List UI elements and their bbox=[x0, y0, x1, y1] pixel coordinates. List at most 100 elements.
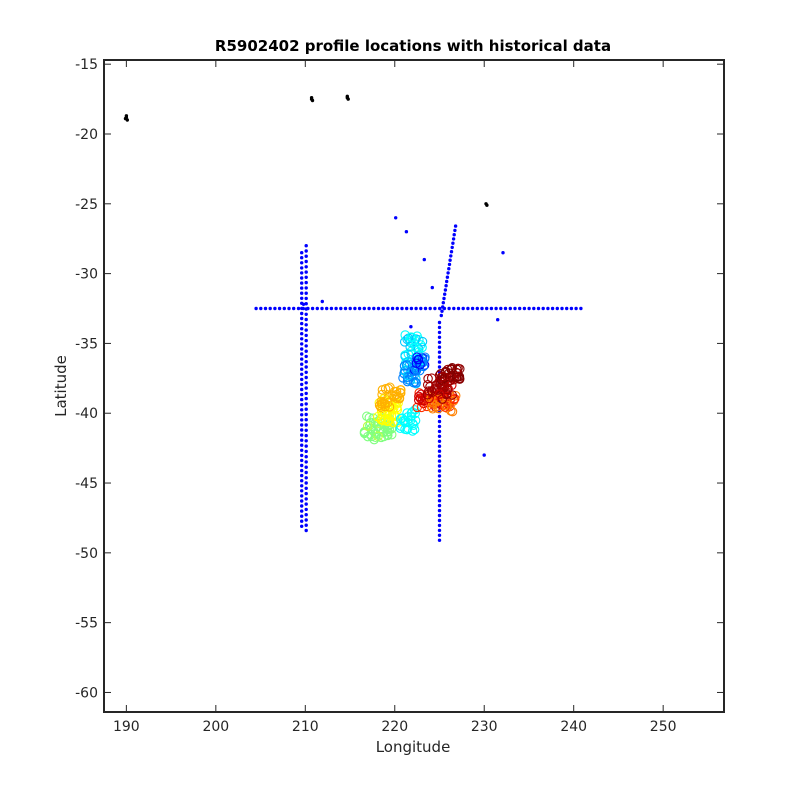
profile-point bbox=[370, 432, 381, 443]
x-axis-label: Longitude bbox=[376, 738, 451, 756]
data-point bbox=[300, 489, 304, 493]
data-point bbox=[437, 499, 442, 503]
data-point bbox=[445, 275, 450, 279]
x-tick-label: 210 bbox=[292, 719, 319, 735]
data-point bbox=[579, 306, 583, 311]
data-point bbox=[437, 503, 442, 508]
data-point bbox=[550, 306, 555, 311]
data-point bbox=[527, 306, 531, 311]
data-point bbox=[304, 412, 308, 417]
data-point bbox=[304, 360, 308, 364]
data-point bbox=[300, 337, 304, 341]
data-point bbox=[304, 333, 308, 338]
data-point bbox=[300, 362, 304, 366]
data-point bbox=[453, 224, 458, 228]
data-point bbox=[438, 306, 442, 311]
data-point bbox=[304, 291, 308, 295]
data-point bbox=[565, 306, 569, 311]
data-point bbox=[513, 306, 517, 311]
data-point bbox=[433, 306, 437, 311]
data-point bbox=[304, 249, 308, 253]
data-point bbox=[304, 470, 308, 475]
data-point bbox=[367, 306, 371, 311]
data-point bbox=[304, 491, 308, 496]
y-tick-label: -35 bbox=[75, 336, 98, 352]
data-point bbox=[277, 306, 282, 311]
data-point bbox=[304, 449, 308, 454]
data-point bbox=[437, 533, 442, 537]
data-point bbox=[304, 259, 308, 264]
profile-point bbox=[426, 386, 437, 396]
profile-point bbox=[385, 382, 395, 392]
data-point bbox=[304, 460, 308, 464]
data-point bbox=[448, 258, 452, 262]
data-point bbox=[348, 306, 352, 311]
data-point bbox=[300, 504, 304, 508]
data-point bbox=[437, 350, 442, 354]
profile-point bbox=[434, 389, 445, 399]
data-point bbox=[437, 518, 442, 523]
profile-point bbox=[382, 416, 393, 427]
data-point bbox=[304, 317, 308, 322]
data-point bbox=[522, 306, 527, 311]
data-point bbox=[449, 254, 453, 258]
data-point bbox=[301, 302, 306, 306]
data-point bbox=[300, 251, 304, 255]
data-point bbox=[300, 514, 304, 518]
profile-point bbox=[376, 398, 387, 409]
data-point bbox=[437, 419, 442, 424]
data-point bbox=[451, 237, 456, 241]
data-point bbox=[304, 265, 308, 269]
data-point bbox=[282, 306, 286, 311]
profile-point bbox=[411, 358, 422, 369]
data-point bbox=[287, 306, 291, 311]
y-axis-label: Latitude bbox=[52, 355, 70, 417]
data-point bbox=[437, 528, 442, 533]
profile-point bbox=[373, 411, 383, 422]
data-point bbox=[518, 306, 522, 311]
data-point bbox=[304, 396, 308, 401]
profile-point bbox=[395, 385, 406, 395]
data-point bbox=[304, 375, 308, 380]
data-point bbox=[296, 306, 301, 311]
data-point bbox=[304, 354, 308, 359]
data-point bbox=[300, 438, 304, 442]
y-tick-label: -30 bbox=[75, 267, 98, 283]
data-point bbox=[300, 377, 304, 382]
data-point bbox=[444, 284, 448, 288]
y-tick-label: -25 bbox=[75, 197, 98, 213]
profile-point bbox=[388, 417, 398, 428]
data-point bbox=[480, 306, 484, 311]
data-point bbox=[437, 434, 442, 438]
data-point bbox=[376, 306, 381, 311]
data-point bbox=[304, 402, 308, 406]
data-point bbox=[409, 325, 413, 329]
data-point bbox=[442, 296, 446, 301]
data-point bbox=[304, 407, 308, 411]
data-point bbox=[304, 502, 308, 506]
data-point bbox=[546, 306, 550, 311]
data-point bbox=[414, 306, 418, 311]
data-point bbox=[300, 408, 304, 412]
data-point bbox=[300, 367, 304, 371]
data-point bbox=[470, 306, 475, 311]
data-point bbox=[404, 230, 409, 234]
profile-point bbox=[424, 386, 434, 396]
data-point bbox=[452, 233, 456, 237]
data-point bbox=[440, 309, 444, 313]
data-point bbox=[300, 286, 304, 290]
data-point bbox=[437, 523, 442, 528]
data-point bbox=[300, 403, 304, 407]
data-point bbox=[300, 494, 304, 498]
profile-point bbox=[409, 424, 420, 435]
data-point bbox=[304, 518, 308, 522]
data-point bbox=[430, 285, 434, 290]
data-point bbox=[555, 306, 559, 311]
x-tick-label: 250 bbox=[650, 719, 677, 735]
data-point bbox=[437, 479, 442, 483]
data-point bbox=[309, 96, 314, 100]
data-point bbox=[437, 414, 442, 419]
data-point bbox=[304, 423, 308, 427]
profile-point bbox=[382, 397, 393, 408]
data-point bbox=[304, 418, 308, 422]
